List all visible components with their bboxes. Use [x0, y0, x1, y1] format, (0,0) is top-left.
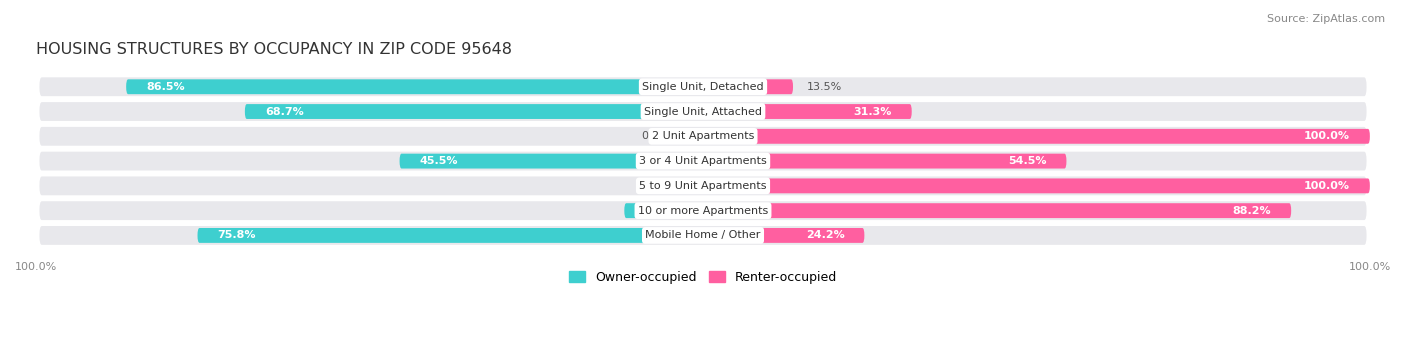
FancyBboxPatch shape — [703, 154, 1066, 168]
Text: 100.0%: 100.0% — [1303, 181, 1350, 191]
Text: 2 Unit Apartments: 2 Unit Apartments — [652, 131, 754, 141]
FancyBboxPatch shape — [197, 228, 703, 243]
Text: 75.8%: 75.8% — [218, 231, 256, 240]
Text: 24.2%: 24.2% — [806, 231, 845, 240]
Text: 54.5%: 54.5% — [1008, 156, 1046, 166]
FancyBboxPatch shape — [39, 77, 1367, 96]
Text: 0.0%: 0.0% — [641, 181, 669, 191]
FancyBboxPatch shape — [399, 154, 703, 168]
Text: 68.7%: 68.7% — [264, 106, 304, 117]
Text: 45.5%: 45.5% — [419, 156, 458, 166]
FancyBboxPatch shape — [127, 79, 703, 94]
Legend: Owner-occupied, Renter-occupied: Owner-occupied, Renter-occupied — [564, 266, 842, 289]
FancyBboxPatch shape — [703, 203, 1291, 218]
Text: Source: ZipAtlas.com: Source: ZipAtlas.com — [1267, 14, 1385, 24]
FancyBboxPatch shape — [39, 127, 1367, 146]
FancyBboxPatch shape — [703, 178, 1369, 193]
FancyBboxPatch shape — [676, 178, 703, 193]
Text: HOUSING STRUCTURES BY OCCUPANCY IN ZIP CODE 95648: HOUSING STRUCTURES BY OCCUPANCY IN ZIP C… — [37, 42, 512, 57]
Text: 5 to 9 Unit Apartments: 5 to 9 Unit Apartments — [640, 181, 766, 191]
Text: 100.0%: 100.0% — [1303, 131, 1350, 141]
Text: 31.3%: 31.3% — [853, 106, 891, 117]
Text: Single Unit, Detached: Single Unit, Detached — [643, 82, 763, 92]
Text: 11.8%: 11.8% — [644, 206, 683, 216]
FancyBboxPatch shape — [39, 176, 1367, 195]
FancyBboxPatch shape — [39, 201, 1367, 220]
Text: 86.5%: 86.5% — [146, 82, 184, 92]
FancyBboxPatch shape — [703, 104, 911, 119]
FancyBboxPatch shape — [703, 129, 1369, 144]
FancyBboxPatch shape — [39, 226, 1367, 245]
Text: Mobile Home / Other: Mobile Home / Other — [645, 231, 761, 240]
FancyBboxPatch shape — [624, 203, 703, 218]
Text: 13.5%: 13.5% — [807, 82, 842, 92]
Text: 10 or more Apartments: 10 or more Apartments — [638, 206, 768, 216]
Text: 88.2%: 88.2% — [1233, 206, 1271, 216]
FancyBboxPatch shape — [703, 228, 865, 243]
FancyBboxPatch shape — [676, 129, 703, 144]
FancyBboxPatch shape — [39, 152, 1367, 170]
Text: Single Unit, Attached: Single Unit, Attached — [644, 106, 762, 117]
FancyBboxPatch shape — [245, 104, 703, 119]
Text: 3 or 4 Unit Apartments: 3 or 4 Unit Apartments — [640, 156, 766, 166]
Text: 0.0%: 0.0% — [641, 131, 669, 141]
FancyBboxPatch shape — [39, 102, 1367, 121]
FancyBboxPatch shape — [703, 79, 793, 94]
